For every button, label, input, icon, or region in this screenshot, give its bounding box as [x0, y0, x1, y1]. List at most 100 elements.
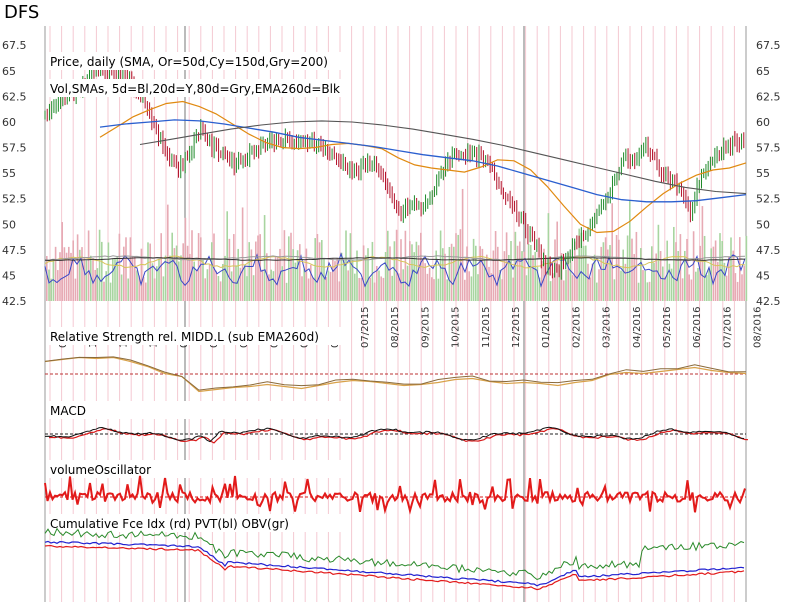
volume-bar — [395, 229, 398, 301]
volume-bar — [472, 238, 475, 301]
y-tick-label-right: 45 — [756, 269, 770, 282]
y-tick-label-right: 47.5 — [756, 244, 781, 257]
volume-bar — [613, 279, 616, 301]
volume-bar — [340, 252, 343, 301]
volume-bar — [424, 263, 426, 301]
volume-bar — [373, 282, 376, 301]
volume-bar — [46, 256, 48, 301]
volume-bar — [703, 235, 706, 301]
volume-bar — [406, 265, 409, 301]
volume-bar — [191, 230, 193, 301]
volume-bar — [382, 277, 385, 301]
volume-bar — [371, 241, 374, 301]
volume-bar — [699, 245, 701, 301]
sma200-line — [139, 120, 747, 195]
volume-bar — [257, 235, 259, 301]
volume-bar — [76, 234, 79, 301]
volume-bar — [466, 246, 468, 301]
volume-bar — [494, 231, 497, 301]
volume-bar — [745, 235, 748, 301]
volume-bar — [486, 254, 488, 301]
volume-bar — [98, 229, 101, 301]
y-tick-label-left: 60 — [2, 116, 16, 129]
volume-bar — [503, 251, 506, 301]
volume-bar — [206, 269, 209, 301]
volume-bar — [173, 248, 176, 301]
volume-bar — [87, 230, 90, 301]
volume-bar — [162, 276, 165, 301]
volume-bar — [461, 188, 464, 301]
volume-bar — [48, 269, 50, 301]
y-tick-label-left: 47.5 — [2, 244, 27, 257]
volume-bar — [523, 251, 525, 301]
volume-bar — [673, 226, 675, 301]
volume-bar — [160, 233, 162, 301]
volume-bar — [127, 278, 129, 301]
volume-bar — [96, 268, 99, 301]
volume-bar — [204, 278, 206, 301]
volume-bar — [171, 232, 173, 301]
volume-bar — [200, 237, 202, 301]
x-tick-label: 04/2016 — [632, 306, 643, 348]
volume-bar — [499, 270, 501, 301]
volume-bar — [233, 234, 235, 301]
volume-bar — [464, 279, 466, 301]
volume-bar — [587, 263, 589, 301]
x-tick-label: 09/2015 — [420, 306, 431, 348]
volume-bar — [343, 259, 345, 301]
volume-bar — [384, 251, 387, 301]
volume-bar — [536, 266, 539, 301]
x-tick-label: 07/2016 — [722, 306, 733, 348]
x-tick-label: 06/2016 — [692, 306, 703, 348]
volume-bar — [668, 263, 671, 301]
volume-bar — [246, 276, 248, 301]
volume-bar — [488, 266, 490, 301]
volume-bar — [131, 255, 134, 301]
cumfce-label: Cumulative Fce Idx (rd) PVT(bl) OBV(gr) — [50, 517, 289, 531]
volume-bar — [538, 277, 541, 301]
volume-bar — [314, 238, 316, 301]
volume-bar — [723, 262, 726, 301]
volume-bar — [178, 261, 180, 301]
volume-bar — [545, 273, 547, 301]
volume-bar — [448, 246, 451, 301]
volume-bar — [409, 241, 411, 301]
volume-bar — [615, 235, 618, 301]
volume-bar — [237, 248, 239, 301]
volume-bar — [149, 243, 151, 301]
volume-bar — [532, 255, 534, 301]
volume-bar — [151, 263, 154, 301]
volume-bar — [109, 282, 112, 301]
volume-bar — [479, 246, 481, 301]
volume-bar — [393, 241, 396, 301]
volume-bar — [290, 232, 292, 301]
volume-bar — [59, 252, 61, 301]
volume-bar — [565, 269, 567, 301]
volume-bar — [107, 242, 110, 301]
x-tick-label: 11/2015 — [481, 306, 492, 348]
volume-bar — [519, 241, 521, 301]
volume-bar — [332, 258, 334, 301]
volume-bar — [351, 260, 354, 301]
volume-bar — [435, 250, 437, 301]
volume-bar — [516, 245, 519, 301]
volume-label-box — [46, 79, 344, 97]
volume-bar — [527, 244, 530, 301]
volume-bar — [147, 242, 149, 301]
x-tick-label: 08/2015 — [390, 306, 401, 348]
force-index-line — [44, 544, 745, 591]
volume-bar — [294, 262, 297, 301]
volume-bar — [323, 259, 325, 301]
volume-bar — [389, 246, 391, 301]
volume-bar — [609, 245, 611, 301]
volume-bar — [83, 258, 85, 301]
volume-bar — [208, 264, 211, 301]
volume-bar — [675, 242, 677, 301]
volume-bar — [164, 255, 167, 301]
volume-bar — [112, 258, 114, 301]
volume-bar — [563, 280, 565, 301]
volosc-line — [44, 475, 746, 515]
volume-bar — [239, 267, 242, 301]
volume-bar — [248, 242, 250, 301]
